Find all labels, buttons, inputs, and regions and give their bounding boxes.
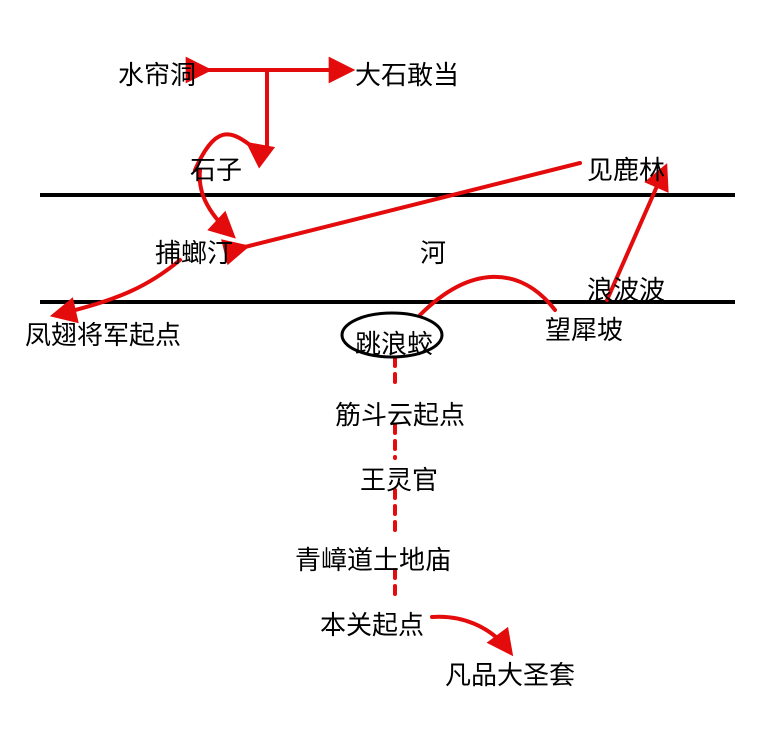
label-he: 河 xyxy=(420,233,446,270)
label-langbobo: 浪波波 xyxy=(587,270,665,307)
red-arrow xyxy=(245,163,580,247)
label-benguan: 本关起点 xyxy=(320,605,424,642)
label-fanpin: 凡品大圣套 xyxy=(445,655,575,692)
diagram-canvas: 水帘洞 大石敢当 石子 见鹿林 捕螂汀 河 浪波波 望犀坡 凤翅将军起点 跳浪蛟… xyxy=(0,0,777,738)
red-arrow xyxy=(420,277,555,315)
red-arrow xyxy=(432,617,510,652)
label-fengchi: 凤翅将军起点 xyxy=(25,315,181,352)
label-qingzhang: 青嶂道土地庙 xyxy=(295,540,451,577)
label-jianlulin: 见鹿林 xyxy=(587,150,665,187)
label-jindouyun: 筋斗云起点 xyxy=(335,395,465,432)
label-tiaolangj: 跳浪蛟 xyxy=(355,324,433,361)
label-butangting: 捕螂汀 xyxy=(155,233,233,270)
label-wangxipo: 望犀坡 xyxy=(545,310,623,347)
label-shuidian: 水帘洞 xyxy=(118,55,196,92)
label-wanglingg: 王灵官 xyxy=(360,460,438,497)
label-dashigan: 大石敢当 xyxy=(355,55,459,92)
label-shizi: 石子 xyxy=(190,150,242,187)
